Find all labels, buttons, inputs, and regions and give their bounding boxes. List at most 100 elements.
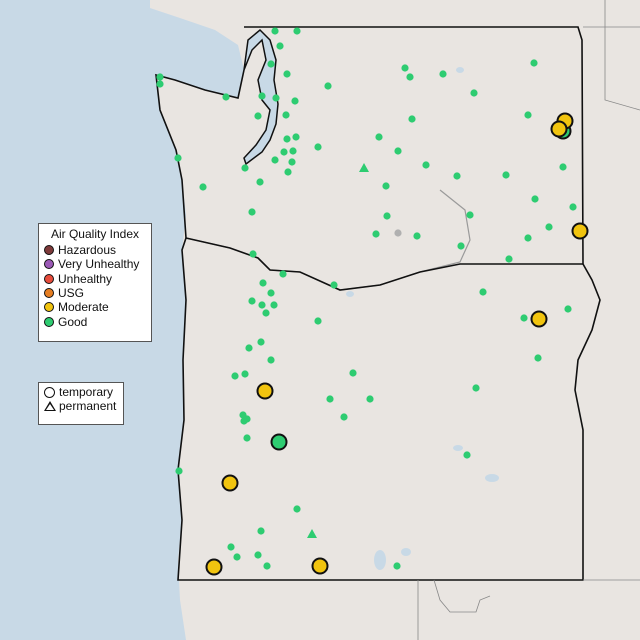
monitor-good[interactable] xyxy=(249,250,257,258)
permanent-monitor-good[interactable] xyxy=(359,163,369,172)
monitor-good[interactable] xyxy=(283,135,291,143)
monitor-good[interactable] xyxy=(227,543,235,551)
monitor-good[interactable] xyxy=(240,417,248,425)
monitor-good[interactable] xyxy=(267,289,275,297)
monitor-good[interactable] xyxy=(282,111,290,119)
monitor-good[interactable] xyxy=(257,338,265,346)
monitor-good[interactable] xyxy=(453,172,461,180)
monitor-good[interactable] xyxy=(457,242,465,250)
monitor-no-data[interactable] xyxy=(394,229,402,237)
monitor-good[interactable] xyxy=(279,270,287,278)
monitor-good[interactable] xyxy=(175,467,183,475)
monitor-good[interactable] xyxy=(283,70,291,78)
monitor-good[interactable] xyxy=(199,183,207,191)
monitor-good[interactable] xyxy=(254,551,262,559)
monitor-good[interactable] xyxy=(271,156,279,164)
monitor-good[interactable] xyxy=(289,147,297,155)
temporary-monitor-moderate[interactable] xyxy=(256,382,274,400)
monitor-good[interactable] xyxy=(280,148,288,156)
monitor-good[interactable] xyxy=(530,59,538,67)
monitor-good[interactable] xyxy=(340,413,348,421)
monitor-good[interactable] xyxy=(263,562,271,570)
monitor-good[interactable] xyxy=(259,279,267,287)
permanent-monitor-good[interactable] xyxy=(307,529,317,538)
monitor-good[interactable] xyxy=(531,195,539,203)
monitor-good[interactable] xyxy=(413,232,421,240)
monitor-good[interactable] xyxy=(406,73,414,81)
monitor-good[interactable] xyxy=(233,553,241,561)
monitor-good[interactable] xyxy=(375,133,383,141)
monitor-good[interactable] xyxy=(254,112,262,120)
monitor-good[interactable] xyxy=(293,505,301,513)
monitor-good[interactable] xyxy=(276,42,284,50)
monitor-good[interactable] xyxy=(524,111,532,119)
monitor-good[interactable] xyxy=(408,115,416,123)
monitor-good[interactable] xyxy=(314,143,322,151)
monitor-good[interactable] xyxy=(505,255,513,263)
monitor-good[interactable] xyxy=(245,344,253,352)
monitor-good[interactable] xyxy=(564,305,572,313)
monitor-good[interactable] xyxy=(156,80,164,88)
monitor-good[interactable] xyxy=(466,211,474,219)
monitor-good[interactable] xyxy=(241,370,249,378)
monitor-good[interactable] xyxy=(156,73,164,81)
monitor-good[interactable] xyxy=(569,203,577,211)
monitor-good[interactable] xyxy=(267,356,275,364)
monitor-good[interactable] xyxy=(383,212,391,220)
monitor-good[interactable] xyxy=(314,317,322,325)
monitor-good[interactable] xyxy=(293,27,301,35)
monitor-good[interactable] xyxy=(330,281,338,289)
monitor-good[interactable] xyxy=(174,154,182,162)
temporary-monitor-moderate[interactable] xyxy=(571,222,589,240)
monitor-good[interactable] xyxy=(559,163,567,171)
monitor-good[interactable] xyxy=(394,147,402,155)
monitor-good[interactable] xyxy=(231,372,239,380)
temporary-monitor-moderate[interactable] xyxy=(205,558,223,576)
temporary-monitor-moderate[interactable] xyxy=(311,557,329,575)
monitor-good[interactable] xyxy=(292,133,300,141)
monitor-good[interactable] xyxy=(288,158,296,166)
aqi-legend: Air Quality Index Hazardous Very Unhealth… xyxy=(38,223,152,342)
monitor-good[interactable] xyxy=(439,70,447,78)
monitor-good[interactable] xyxy=(243,434,251,442)
monitor-good[interactable] xyxy=(393,562,401,570)
monitor-good[interactable] xyxy=(257,527,265,535)
temporary-monitor-moderate[interactable] xyxy=(221,474,239,492)
monitor-good[interactable] xyxy=(324,82,332,90)
monitor-good[interactable] xyxy=(248,297,256,305)
monitor-good[interactable] xyxy=(241,164,249,172)
monitor-good[interactable] xyxy=(258,301,266,309)
monitor-good[interactable] xyxy=(326,395,334,403)
temporary-monitor-good[interactable] xyxy=(270,433,288,451)
monitor-good[interactable] xyxy=(248,208,256,216)
monitor-good[interactable] xyxy=(349,369,357,377)
monitor-good[interactable] xyxy=(256,178,264,186)
temporary-monitor-moderate[interactable] xyxy=(550,120,568,138)
monitor-good[interactable] xyxy=(366,395,374,403)
monitor-good[interactable] xyxy=(382,182,390,190)
monitor-good[interactable] xyxy=(524,234,532,242)
monitor-good[interactable] xyxy=(222,93,230,101)
monitor-good[interactable] xyxy=(470,89,478,97)
monitor-good[interactable] xyxy=(272,94,280,102)
monitor-good[interactable] xyxy=(270,301,278,309)
monitor-good[interactable] xyxy=(479,288,487,296)
monitor-good[interactable] xyxy=(372,230,380,238)
monitor-good[interactable] xyxy=(267,60,275,68)
monitor-good[interactable] xyxy=(422,161,430,169)
monitor-good[interactable] xyxy=(258,92,266,100)
monitor-good[interactable] xyxy=(545,223,553,231)
monitor-good[interactable] xyxy=(534,354,542,362)
monitor-good[interactable] xyxy=(520,314,528,322)
monitor-good[interactable] xyxy=(472,384,480,392)
temporary-monitor-moderate[interactable] xyxy=(530,310,548,328)
monitor-good[interactable] xyxy=(291,97,299,105)
monitor-good[interactable] xyxy=(271,27,279,35)
monitor-good[interactable] xyxy=(401,64,409,72)
monitor-good[interactable] xyxy=(502,171,510,179)
legend-swatch-icon xyxy=(44,288,54,299)
monitor-good[interactable] xyxy=(284,168,292,176)
monitor-good[interactable] xyxy=(463,451,471,459)
monitor-good[interactable] xyxy=(262,309,270,317)
